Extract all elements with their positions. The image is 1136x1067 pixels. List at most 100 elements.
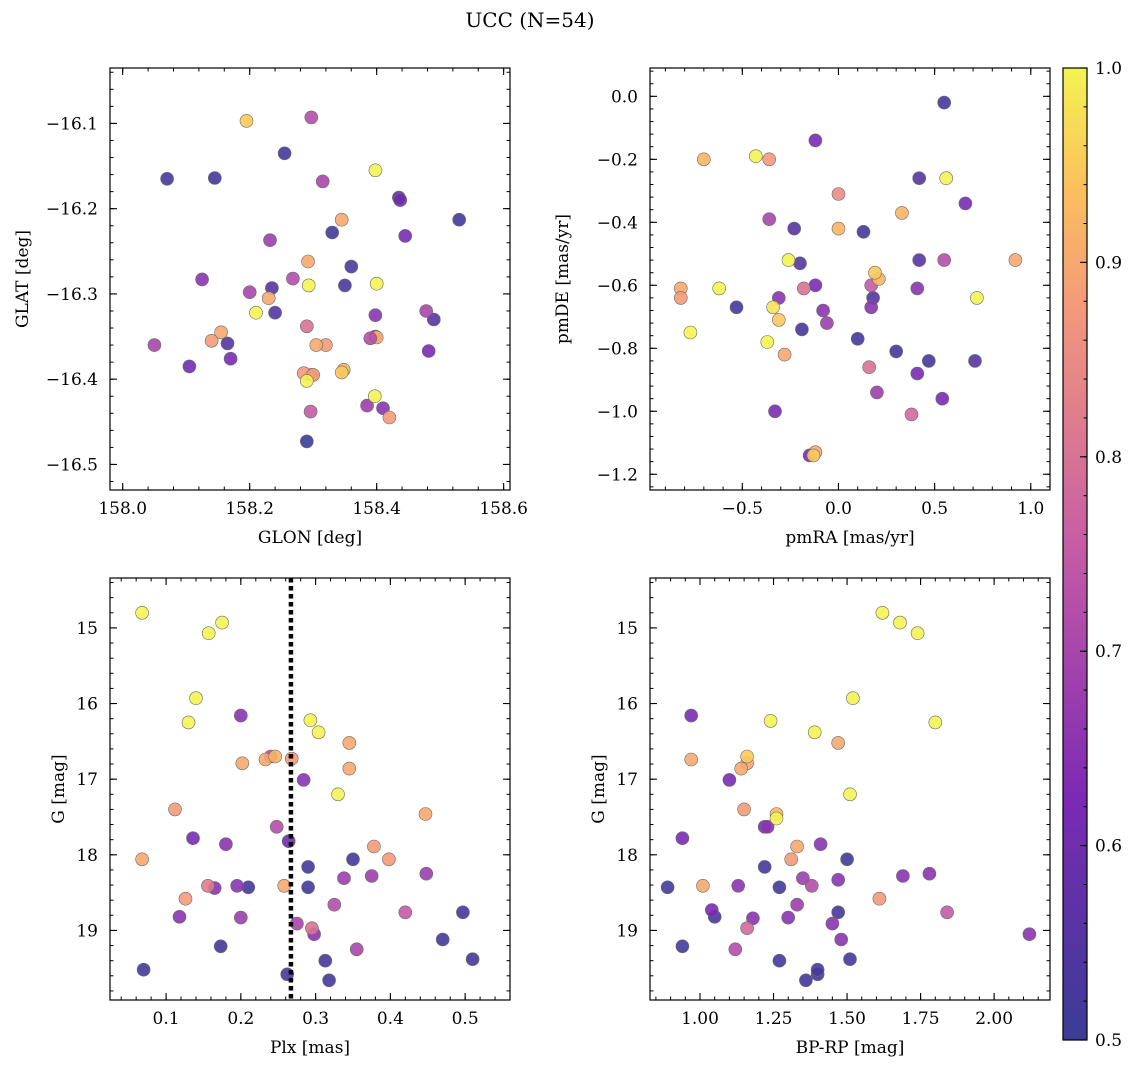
- x-axis-label: GLON [deg]: [258, 528, 362, 548]
- colorbar-tick-label: 0.6: [1095, 837, 1122, 857]
- data-point: [696, 152, 711, 167]
- data-point: [673, 291, 688, 305]
- scatter-points: [673, 95, 1023, 463]
- data-point: [937, 95, 952, 110]
- axes-frame: [649, 67, 1051, 491]
- data-point: [349, 942, 364, 957]
- data-point: [195, 272, 209, 287]
- data-point: [367, 389, 382, 404]
- axes-frame: [649, 577, 1051, 1001]
- data-point: [419, 304, 434, 318]
- x-axis-label: Plx [mas]: [270, 1038, 350, 1058]
- data-point: [168, 802, 182, 817]
- data-point: [729, 300, 744, 315]
- data-point: [820, 316, 834, 330]
- data-point: [728, 942, 743, 957]
- data-point: [367, 839, 381, 854]
- data-point: [771, 313, 786, 327]
- data-point: [421, 344, 436, 358]
- data-point: [363, 331, 378, 346]
- data-point: [186, 831, 200, 846]
- data-point: [796, 281, 811, 296]
- data-point: [808, 133, 823, 148]
- data-point: [831, 221, 846, 236]
- data-point: [242, 285, 257, 300]
- data-point: [299, 374, 314, 388]
- scatter-points: [147, 110, 467, 449]
- data-point: [895, 206, 909, 220]
- data-point: [763, 714, 778, 728]
- data-point: [219, 837, 233, 852]
- y-tick-label: −0.8: [597, 339, 638, 359]
- data-point: [696, 878, 710, 893]
- data-point: [147, 338, 162, 352]
- data-point: [904, 407, 919, 422]
- figure-title: UCC (N=54): [465, 8, 595, 32]
- data-point: [831, 872, 846, 887]
- data-point: [912, 253, 927, 267]
- colorbar-bar: [1062, 67, 1088, 1041]
- data-point: [136, 962, 151, 977]
- y-tick-label: 15: [76, 619, 98, 639]
- data-point: [465, 952, 480, 967]
- data-point: [277, 146, 292, 161]
- data-point: [831, 905, 846, 920]
- data-point: [928, 715, 943, 730]
- x-tick-label: 0.3: [302, 1009, 329, 1029]
- data-point: [872, 891, 887, 906]
- data-point: [239, 114, 254, 128]
- data-point: [831, 187, 846, 201]
- data-point: [160, 172, 174, 186]
- x-tick-label: 158.0: [98, 499, 147, 519]
- data-point: [935, 391, 950, 406]
- y-tick-label: 17: [76, 770, 98, 790]
- data-point: [241, 880, 256, 895]
- data-point: [799, 973, 813, 988]
- y-tick-label: 19: [76, 921, 98, 941]
- data-point: [813, 837, 828, 852]
- axes-frame: [109, 67, 511, 491]
- data-point: [762, 212, 777, 226]
- x-tick-label: 158.4: [352, 499, 401, 519]
- data-point: [182, 359, 197, 374]
- data-point: [268, 749, 283, 764]
- data-point: [301, 880, 315, 895]
- panel-proper-motions: −0.5 0.0 0.5 1.0 0.0 −0.2 −0.4 −0.6 −0.8 −1.0 −1.2…: [553, 67, 1051, 548]
- data-point: [311, 725, 326, 740]
- data-point: [393, 193, 408, 207]
- colorbar-tick-label: 0.8: [1095, 448, 1122, 468]
- data-point: [301, 278, 316, 293]
- data-point: [804, 878, 819, 893]
- x-tick-label: 158.6: [479, 499, 528, 519]
- data-point: [683, 325, 698, 340]
- colorbar-tick-label: 1.0: [1095, 59, 1122, 79]
- data-point: [781, 253, 796, 267]
- y-tick-label: −1.0: [597, 402, 638, 422]
- data-point: [263, 233, 277, 247]
- data-point: [796, 871, 810, 886]
- data-point: [856, 225, 871, 239]
- data-point: [220, 336, 235, 351]
- data-point: [864, 300, 879, 315]
- data-point: [793, 256, 807, 271]
- x-tick-label: 1.50: [828, 1009, 866, 1029]
- data-point: [675, 939, 690, 954]
- data-point: [790, 897, 804, 912]
- data-point: [178, 891, 193, 906]
- data-point: [301, 860, 315, 874]
- data-point: [208, 171, 222, 185]
- data-point: [249, 305, 263, 320]
- data-point: [777, 347, 792, 362]
- data-point: [342, 736, 357, 750]
- data-point: [426, 312, 441, 327]
- x-tick-label: 158.2: [225, 499, 274, 519]
- y-axis-label: G [mag]: [589, 754, 609, 823]
- data-point: [299, 434, 314, 449]
- data-point: [787, 221, 802, 236]
- data-point: [772, 880, 787, 895]
- y-tick-label: −16.5: [46, 455, 98, 475]
- data-point: [338, 278, 352, 293]
- y-tick-label: −0.4: [597, 213, 638, 233]
- x-tick-label: 0.5: [921, 499, 948, 519]
- data-point: [921, 354, 936, 368]
